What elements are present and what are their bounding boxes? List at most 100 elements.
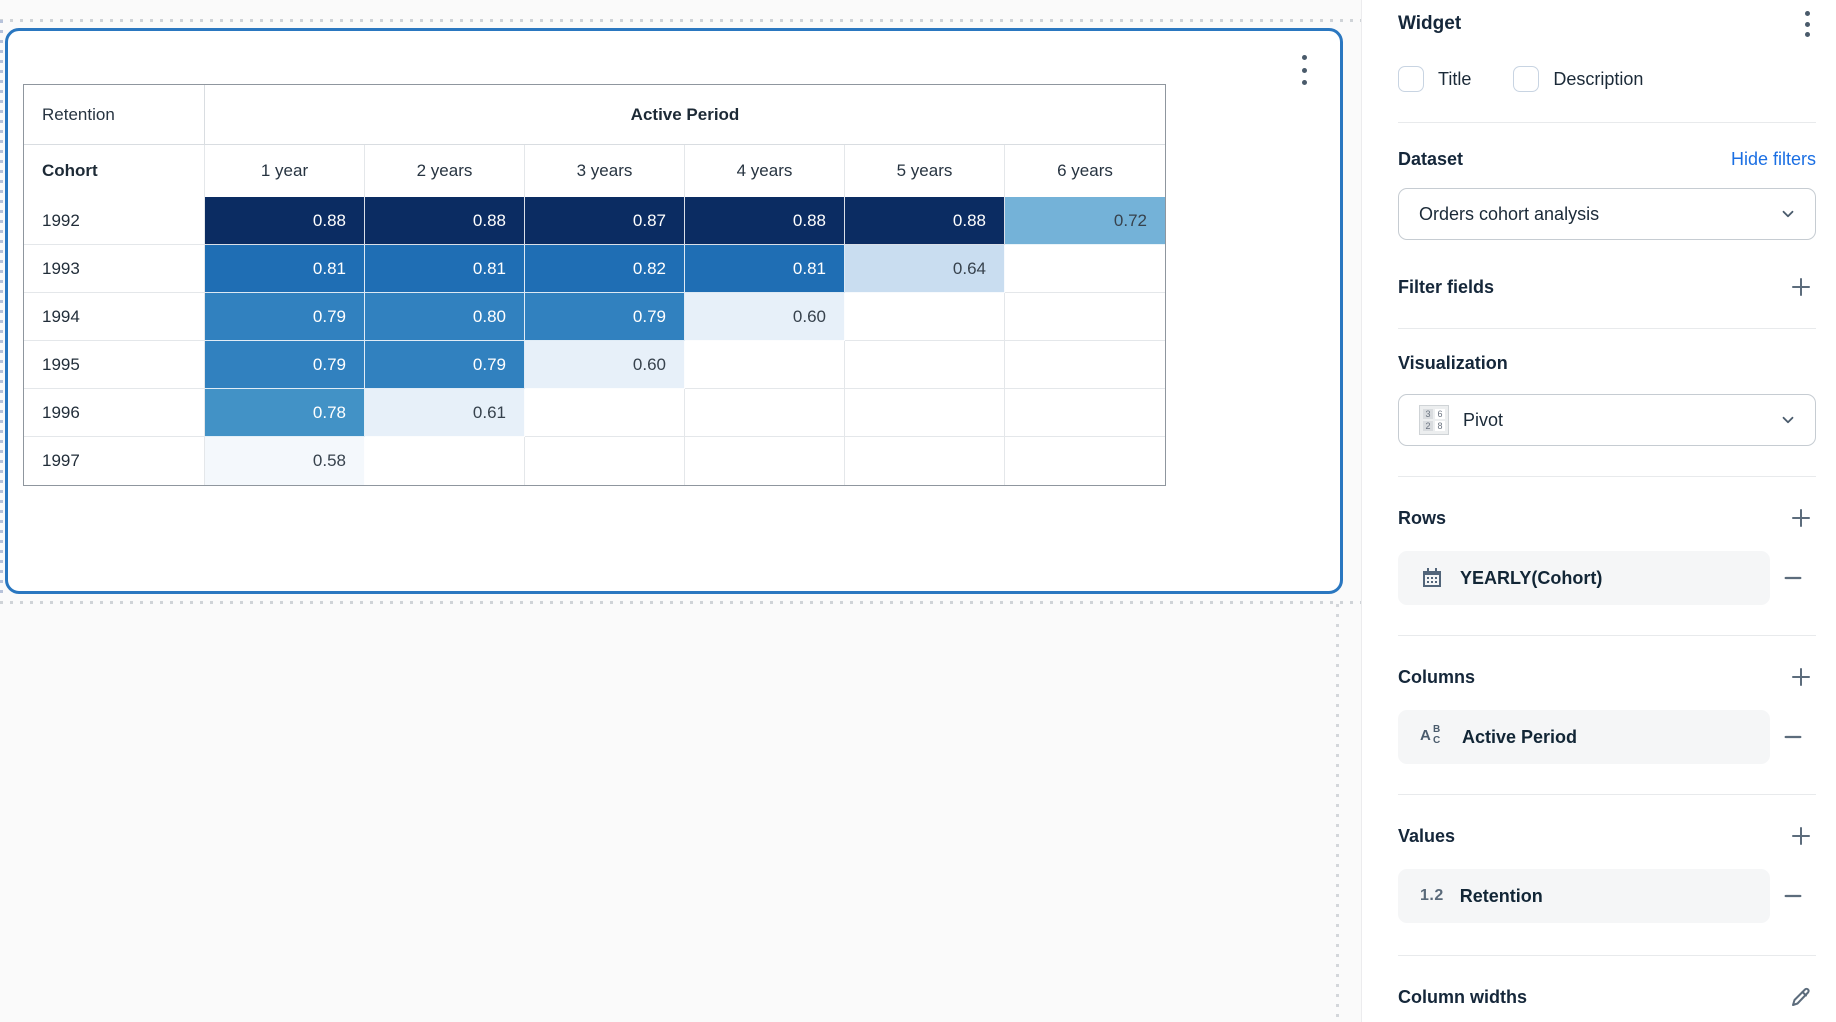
pivot-widget-card[interactable]: Retention Active Period Cohort 1 year 2 … <box>5 28 1343 594</box>
pivot-cell: 0.79 <box>205 341 365 389</box>
pivot-row-label: 1993 <box>24 245 205 293</box>
filter-fields-heading: Filter fields <box>1398 276 1495 297</box>
hide-filters-link[interactable]: Hide filters <box>1730 149 1816 169</box>
remove-value-field-button[interactable] <box>1778 881 1808 911</box>
dataset-select[interactable]: Orders cohort analysis <box>1398 188 1816 240</box>
widget-settings-sidebar: Widget Title Description Dataset Hide fi… <box>1363 0 1836 1022</box>
plus-icon <box>1792 827 1810 845</box>
pivot-row: 1996 0.78 0.61 <box>24 389 1165 437</box>
grid-dotted-line <box>1336 604 1339 1022</box>
numeric-type-icon: 1.2 <box>1420 887 1444 904</box>
sidebar-title: Widget <box>1398 13 1462 34</box>
pivot-cell: 0.64 <box>845 245 1005 293</box>
pivot-measure-label: Retention <box>24 85 205 145</box>
edit-column-widths-button[interactable] <box>1786 982 1816 1012</box>
pivot-column-header: 6 years <box>1005 145 1165 197</box>
pivot-cell: 0.61 <box>365 389 525 437</box>
pencil-icon <box>1792 987 1810 1006</box>
pivot-row-label: 1994 <box>24 293 205 341</box>
visualization-select-value: Pivot <box>1463 409 1504 430</box>
pivot-cell <box>845 437 1005 485</box>
pivot-cell: 0.88 <box>845 197 1005 245</box>
widget-kebab-menu-icon[interactable] <box>1294 53 1314 87</box>
pivot-cell: 0.87 <box>525 197 685 245</box>
pivot-row: 1992 0.88 0.88 0.87 0.88 0.88 0.72 <box>24 197 1165 245</box>
pivot-cell <box>845 341 1005 389</box>
remove-column-field-button[interactable] <box>1778 722 1808 752</box>
pivot-cell <box>845 389 1005 437</box>
pivot-cell <box>365 437 525 485</box>
pivot-cell <box>685 389 845 437</box>
description-checkbox[interactable] <box>1513 66 1540 92</box>
values-heading: Values <box>1398 825 1456 846</box>
pivot-cell <box>1005 389 1165 437</box>
pivot-row: 1995 0.79 0.79 0.60 <box>24 341 1165 389</box>
grid-dotted-line <box>0 601 1361 604</box>
divider <box>1398 635 1816 636</box>
minus-icon <box>1784 576 1802 580</box>
pivot-cell: 0.60 <box>685 293 845 341</box>
pivot-cell: 0.81 <box>205 245 365 293</box>
pivot-row-label: 1992 <box>24 197 205 245</box>
pivot-column-header: 4 years <box>685 145 845 197</box>
pivot-cell <box>525 389 685 437</box>
visualization-heading: Visualization <box>1398 353 1508 373</box>
pivot-cell <box>685 341 845 389</box>
pivot-cell: 0.79 <box>525 293 685 341</box>
pivot-row-label: 1996 <box>24 389 205 437</box>
pivot-column-header: 5 years <box>845 145 1005 197</box>
pivot-cell: 0.60 <box>525 341 685 389</box>
divider <box>1398 328 1816 329</box>
columns-heading: Columns <box>1398 666 1476 687</box>
add-filter-field-button[interactable] <box>1786 272 1816 302</box>
values-field-chip[interactable]: 1.2 Retention <box>1398 869 1770 923</box>
add-row-field-button[interactable] <box>1786 503 1816 533</box>
pivot-row: 1993 0.81 0.81 0.82 0.81 0.64 <box>24 245 1165 293</box>
chevron-down-icon <box>1782 416 1794 424</box>
chevron-down-icon <box>1782 210 1794 218</box>
pivot-column-header: 2 years <box>365 145 525 197</box>
pivot-row: 1997 0.58 <box>24 437 1165 485</box>
pivot-cell: 0.79 <box>365 341 525 389</box>
pivot-body: 1992 0.88 0.88 0.87 0.88 0.88 0.72 1993 0.81 0.81… <box>24 197 1165 485</box>
pivot-row: 1994 0.79 0.80 0.79 0.60 <box>24 293 1165 341</box>
dataset-select-value: Orders cohort analysis <box>1419 203 1600 224</box>
pivot-column-header: 3 years <box>525 145 685 197</box>
rows-field-chip[interactable]: YEARLY(Cohort) <box>1398 551 1770 605</box>
description-checkbox-label: Description <box>1553 68 1644 89</box>
pivot-row-label: 1997 <box>24 437 205 485</box>
minus-icon <box>1784 894 1802 898</box>
rows-heading: Rows <box>1398 507 1447 528</box>
sidebar-kebab-menu-icon[interactable] <box>1798 8 1816 40</box>
divider <box>1398 476 1816 477</box>
divider <box>1398 122 1816 123</box>
divider <box>1398 794 1816 795</box>
pivot-cell: 0.78 <box>205 389 365 437</box>
plus-icon <box>1792 668 1810 686</box>
calendar-icon <box>1423 568 1441 587</box>
pivot-cell: 0.88 <box>685 197 845 245</box>
rows-field-label: YEARLY(Cohort) <box>1460 567 1603 588</box>
pivot-cell <box>1005 245 1165 293</box>
title-checkbox-label: Title <box>1438 68 1472 89</box>
pivot-cell <box>685 437 845 485</box>
remove-row-field-button[interactable] <box>1778 563 1808 593</box>
divider <box>1398 955 1816 956</box>
pivot-cell: 0.79 <box>205 293 365 341</box>
pivot-cell: 0.81 <box>685 245 845 293</box>
pivot-cell: 0.82 <box>525 245 685 293</box>
pivot-cell <box>1005 437 1165 485</box>
pivot-cell: 0.88 <box>205 197 365 245</box>
columns-field-label: Active Period <box>1462 726 1578 747</box>
minus-icon <box>1784 735 1802 739</box>
add-value-field-button[interactable] <box>1786 821 1816 851</box>
add-column-field-button[interactable] <box>1786 662 1816 692</box>
column-widths-heading: Column widths <box>1398 986 1527 1007</box>
values-field-label: Retention <box>1459 885 1543 906</box>
pivot-cell: 0.72 <box>1005 197 1165 245</box>
title-checkbox[interactable] <box>1398 66 1424 92</box>
